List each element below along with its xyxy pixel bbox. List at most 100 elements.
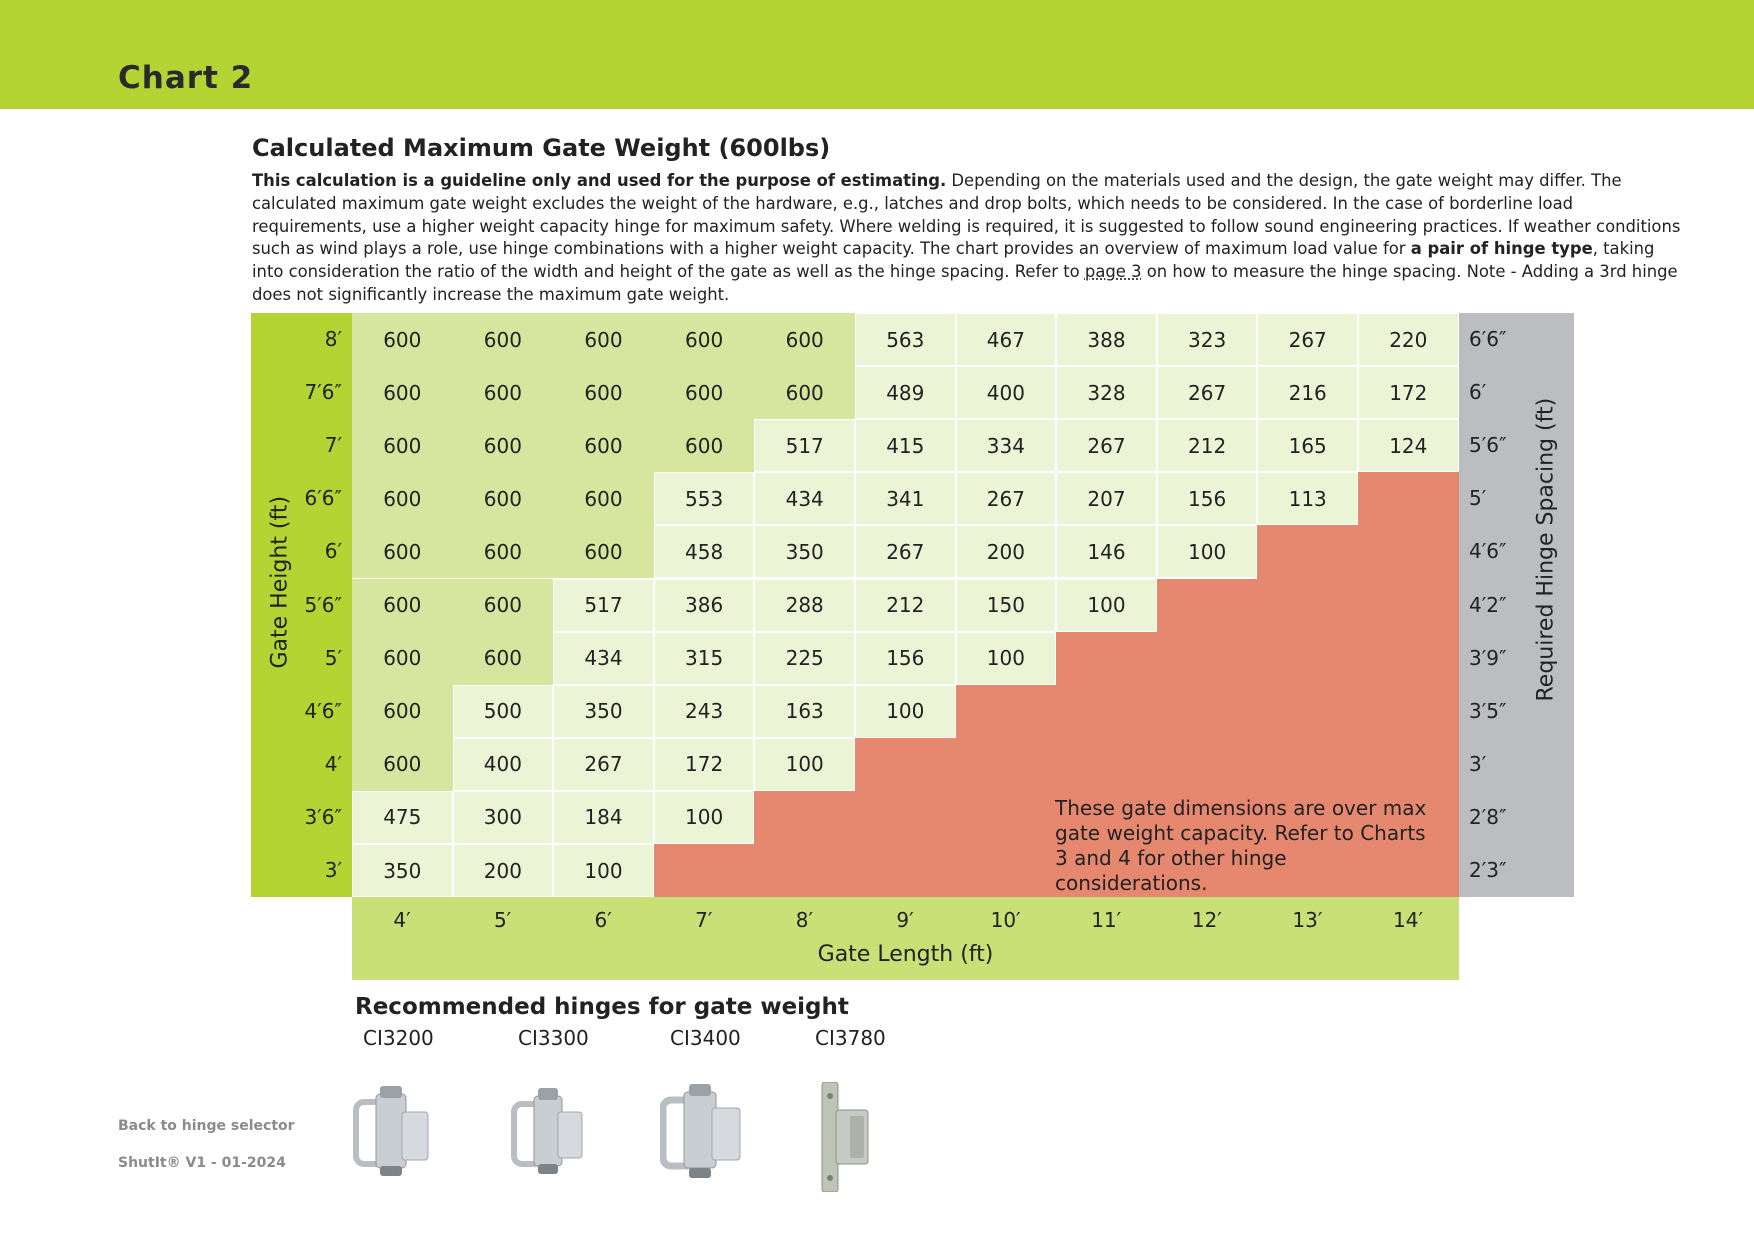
gate-height-tick: 5′ xyxy=(324,645,342,670)
hinges-title: Recommended hinges for gate weight xyxy=(355,994,849,1020)
table-cell: 600 xyxy=(352,419,453,473)
table-cell: 100 xyxy=(653,790,755,844)
table-cell: 150 xyxy=(955,578,1057,632)
table-cell: 341 xyxy=(855,472,956,526)
table-cell: 350 xyxy=(754,525,855,579)
intro-text-3: on how to measure the hinge spacing. Not… xyxy=(252,262,1678,304)
hinge-spacing-tick: 2′8″ xyxy=(1469,804,1507,829)
table-cell: 600 xyxy=(452,631,554,685)
gate-height-tick: 7′ xyxy=(324,433,342,458)
intro-bold: This calculation is a guideline only and… xyxy=(252,171,947,190)
hinge-name-ci3780: CI3780 xyxy=(815,1026,886,1050)
table-cell: 165 xyxy=(1257,419,1358,473)
gate-height-tick: 8′ xyxy=(324,327,342,351)
hinge-ci3300-icon[interactable] xyxy=(508,1082,592,1182)
table-cell: 146 xyxy=(1056,525,1157,579)
hinge-spacing-tick: 6′ xyxy=(1469,380,1487,405)
intro-paragraph: This calculation is a guideline only and… xyxy=(252,170,1686,307)
hinge-name-ci3400: CI3400 xyxy=(670,1026,741,1050)
table-cell: 100 xyxy=(1056,578,1157,632)
table-cell: 200 xyxy=(955,525,1057,579)
table-cell: 600 xyxy=(653,313,755,367)
gate-height-tick: 7′6″ xyxy=(304,380,342,405)
intro-text-1: Depending on the materials used and the … xyxy=(252,171,1681,259)
over-capacity-cell xyxy=(955,684,1057,898)
table-cell: 100 xyxy=(553,844,654,898)
table-cell: 600 xyxy=(352,525,453,579)
gate-height-tick: 5′6″ xyxy=(304,592,342,617)
hinge-ci3400-icon[interactable] xyxy=(660,1082,744,1182)
table-cell: 220 xyxy=(1358,313,1459,367)
table-cell: 212 xyxy=(1156,419,1258,473)
hinge-spacing-tick: 4′2″ xyxy=(1469,592,1507,617)
hinge-spacing-axis-label: Required Hinge Spacing (ft) xyxy=(1533,397,1559,702)
table-cell: 163 xyxy=(754,684,855,738)
table-cell: 267 xyxy=(955,472,1057,526)
section-title: Calculated Maximum Gate Weight (600lbs) xyxy=(252,134,831,162)
table-cell: 100 xyxy=(955,631,1057,685)
table-cell: 207 xyxy=(1056,472,1157,526)
table-cell: 600 xyxy=(452,525,554,579)
table-cell: 600 xyxy=(452,313,554,367)
table-cell: 400 xyxy=(955,366,1057,420)
table-cell: 400 xyxy=(452,737,554,791)
gate-height-tick: 3′ xyxy=(324,858,342,882)
table-cell: 600 xyxy=(352,472,453,526)
weight-table: 600 600 600 600 600 563 467 388 323 267 220 600 600 6… xyxy=(352,313,1460,898)
table-cell: 600 xyxy=(352,631,453,685)
table-cell: 415 xyxy=(855,419,956,473)
gate-length-tick: 14′ xyxy=(1393,908,1423,932)
table-cell: 434 xyxy=(754,472,855,526)
table-cell: 458 xyxy=(653,525,755,579)
table-cell: 124 xyxy=(1358,419,1459,473)
table-cell: 184 xyxy=(553,790,654,844)
table-cell: 172 xyxy=(1358,366,1459,420)
table-cell: 315 xyxy=(653,631,755,685)
gate-length-axis-label: Gate Length (ft) xyxy=(817,942,994,967)
table-cell: 600 xyxy=(452,366,554,420)
table-cell: 216 xyxy=(1257,366,1358,420)
table-cell: 600 xyxy=(352,684,453,738)
table-cell: 600 xyxy=(653,419,755,473)
over-capacity-cell xyxy=(1156,578,1258,898)
gate-length-tick: 9′ xyxy=(896,908,914,932)
hinge-spacing-tick: 4′6″ xyxy=(1469,539,1507,564)
table-cell: 156 xyxy=(855,631,956,685)
table-cell: 489 xyxy=(855,366,956,420)
table-cell: 600 xyxy=(352,737,453,791)
table-cell: 113 xyxy=(1257,472,1358,526)
table-cell: 600 xyxy=(553,472,654,526)
gate-height-tick: 6′ xyxy=(324,539,342,564)
gate-length-tick: 7′ xyxy=(695,908,713,932)
table-cell: 100 xyxy=(754,737,855,791)
table-cell: 212 xyxy=(855,578,956,632)
gate-length-tick: 12′ xyxy=(1191,908,1222,932)
table-cell: 267 xyxy=(855,525,956,579)
page-title: Chart 2 xyxy=(118,60,254,96)
table-cell: 563 xyxy=(855,313,956,367)
table-cell: 600 xyxy=(653,366,755,420)
gate-length-axis-band xyxy=(352,897,1459,980)
gate-length-tick: 8′ xyxy=(795,908,814,932)
hinge-ci3780-icon[interactable] xyxy=(816,1082,876,1192)
table-cell: 100 xyxy=(1156,525,1258,579)
gate-length-tick: 13′ xyxy=(1292,908,1323,932)
back-to-hinge-selector-link[interactable]: Back to hinge selector xyxy=(118,1118,295,1134)
over-capacity-note: These gate dimensions are over max gate … xyxy=(1055,796,1427,895)
hinge-name-ci3300: CI3300 xyxy=(518,1026,589,1050)
table-cell: 600 xyxy=(553,525,654,579)
hinge-spacing-axis-band xyxy=(1459,313,1574,897)
gate-height-axis-band xyxy=(251,313,352,897)
over-capacity-cell xyxy=(855,737,957,898)
table-cell: 600 xyxy=(754,366,855,420)
table-cell: 172 xyxy=(653,737,755,791)
hinge-ci3200-icon[interactable] xyxy=(352,1082,436,1182)
table-cell: 350 xyxy=(352,844,453,898)
hinge-spacing-tick: 5′6″ xyxy=(1469,433,1507,458)
gate-length-tick: 6′ xyxy=(594,908,612,932)
page-3-link[interactable]: page 3 xyxy=(1084,262,1142,282)
table-cell: 600 xyxy=(553,419,654,473)
table-cell: 225 xyxy=(754,631,855,685)
table-cell: 467 xyxy=(955,313,1057,367)
table-cell: 600 xyxy=(352,366,453,420)
